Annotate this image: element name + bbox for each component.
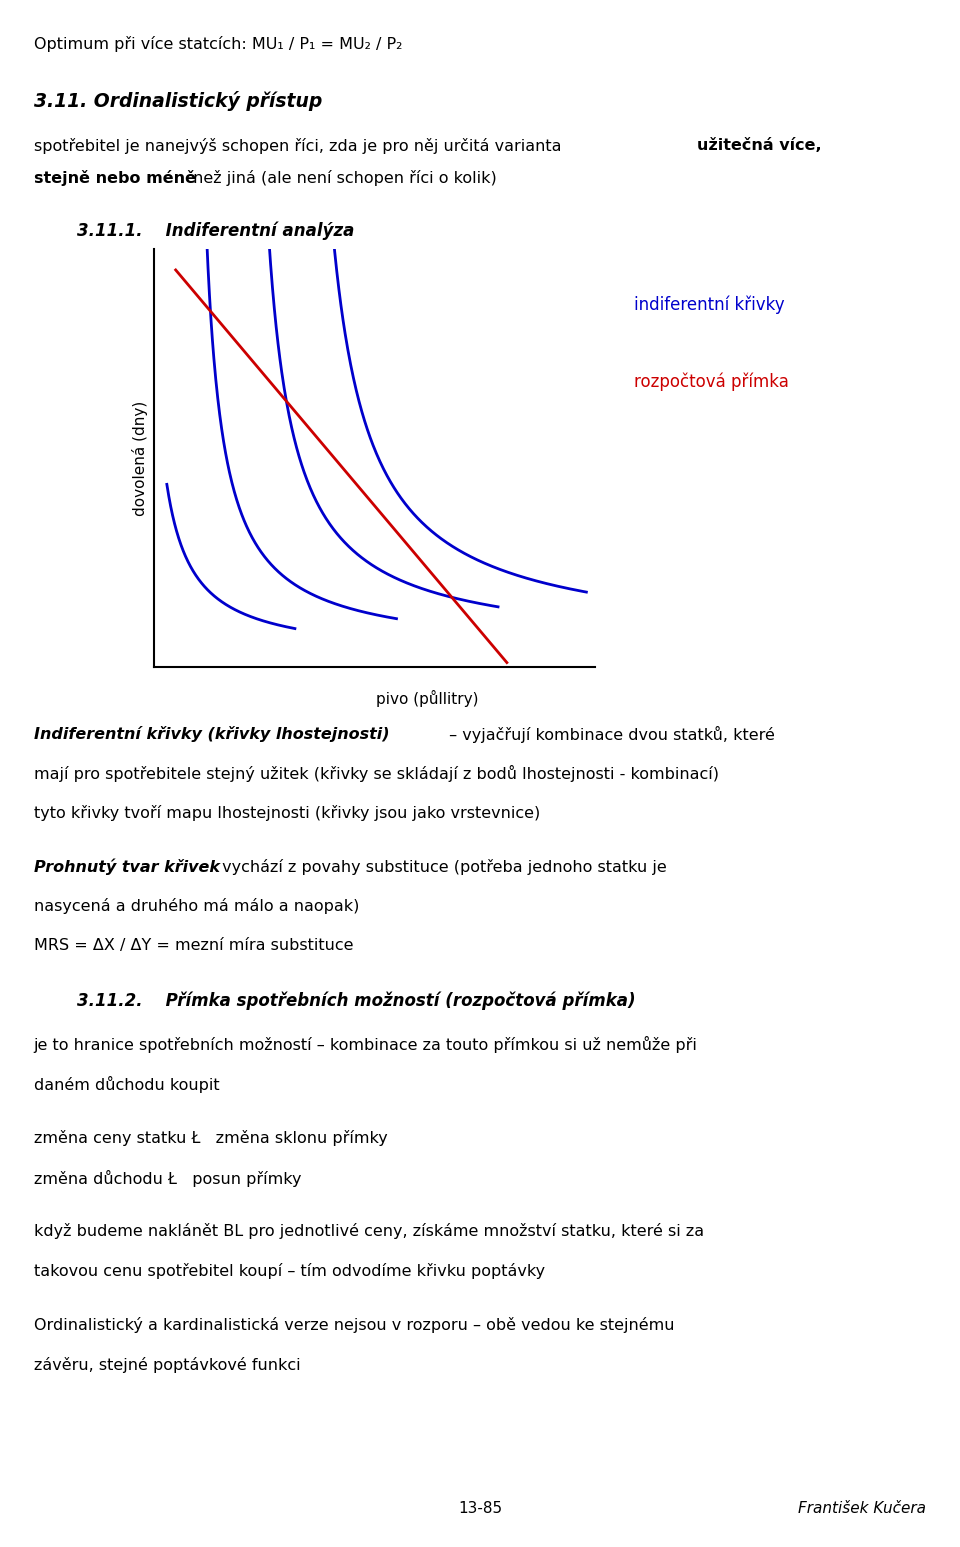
Text: změna důchodu Ł   posun přímky: změna důchodu Ł posun přímky xyxy=(34,1170,301,1187)
Text: 3.11.2.    Přímka spotřebních možností (rozpočtová přímka): 3.11.2. Přímka spotřebních možností (roz… xyxy=(77,992,636,1010)
Text: Indiferentní křivky (křivky lhostejnosti): Indiferentní křivky (křivky lhostejnosti… xyxy=(34,726,389,741)
Text: tyto křivky tvoří mapu lhostejnosti (křivky jsou jako vrstevnice): tyto křivky tvoří mapu lhostejnosti (kři… xyxy=(34,804,540,821)
Text: Ordinalistický a kardinalistická verze nejsou v rozporu – obě vedou ke stejnému: Ordinalistický a kardinalistická verze n… xyxy=(34,1316,674,1334)
Text: MRS = ΔX / ΔY = mezní míra substituce: MRS = ΔX / ΔY = mezní míra substituce xyxy=(34,937,353,953)
Text: takovou cenu spotřebitel koupí – tím odvodíme křivku poptávky: takovou cenu spotřebitel koupí – tím odv… xyxy=(34,1262,544,1279)
Text: pivo (půllitry): pivo (půllitry) xyxy=(376,690,479,707)
Y-axis label: dovolená (dny): dovolená (dny) xyxy=(132,401,148,515)
Text: stejně nebo méně: stejně nebo méně xyxy=(34,170,196,186)
Text: když budeme naklánět BL pro jednotlivé ceny, získáme množství statku, které si z: když budeme naklánět BL pro jednotlivé c… xyxy=(34,1224,704,1239)
Text: změna ceny statku Ł   změna sklonu přímky: změna ceny statku Ł změna sklonu přímky xyxy=(34,1129,387,1146)
Text: daném důchodu koupit: daném důchodu koupit xyxy=(34,1077,219,1094)
Text: spotřebitel je nanejvýš schopen říci, zda je pro něj určitá varianta: spotřebitel je nanejvýš schopen říci, zd… xyxy=(34,138,566,153)
Text: 13-85: 13-85 xyxy=(458,1501,502,1516)
Text: 3.11.1.    Indiferentní analýza: 3.11.1. Indiferentní analýza xyxy=(77,221,354,240)
Text: 3.11. Ordinalistický přístup: 3.11. Ordinalistický přístup xyxy=(34,91,322,111)
Text: František Kučera: František Kučera xyxy=(799,1501,926,1516)
Text: mají pro spotřebitele stejný užitek (křivky se skládají z bodů lhostejnosti - ko: mají pro spotřebitele stejný užitek (kři… xyxy=(34,766,719,783)
Text: indiferentní křivky: indiferentní křivky xyxy=(634,295,784,314)
Text: závěru, stejné poptávkové funkci: závěru, stejné poptávkové funkci xyxy=(34,1357,300,1372)
Text: užitečná více,: užitečná více, xyxy=(697,138,822,153)
Text: Optimum při více statcích: MU₁ / P₁ = MU₂ / P₂: Optimum při více statcích: MU₁ / P₁ = MU… xyxy=(34,36,402,51)
Text: nasycená a druhého má málo a naopak): nasycená a druhého má málo a naopak) xyxy=(34,899,359,914)
Text: Prohnutý tvar křivek: Prohnutý tvar křivek xyxy=(34,859,220,876)
Text: vychází z povahy substituce (potřeba jednoho statku je: vychází z povahy substituce (potřeba jed… xyxy=(217,859,666,874)
Text: rozpočtová přímka: rozpočtová přímka xyxy=(634,373,788,391)
Text: – vyjačřují kombinace dvou statků, které: – vyjačřují kombinace dvou statků, které xyxy=(444,726,775,743)
Text: než jiná (ale není schopen říci o kolik): než jiná (ale není schopen říci o kolik) xyxy=(188,170,497,186)
Text: je to hranice spotřebních možností – kombinace za touto přímkou si už nemůže při: je to hranice spotřebních možností – kom… xyxy=(34,1036,698,1054)
